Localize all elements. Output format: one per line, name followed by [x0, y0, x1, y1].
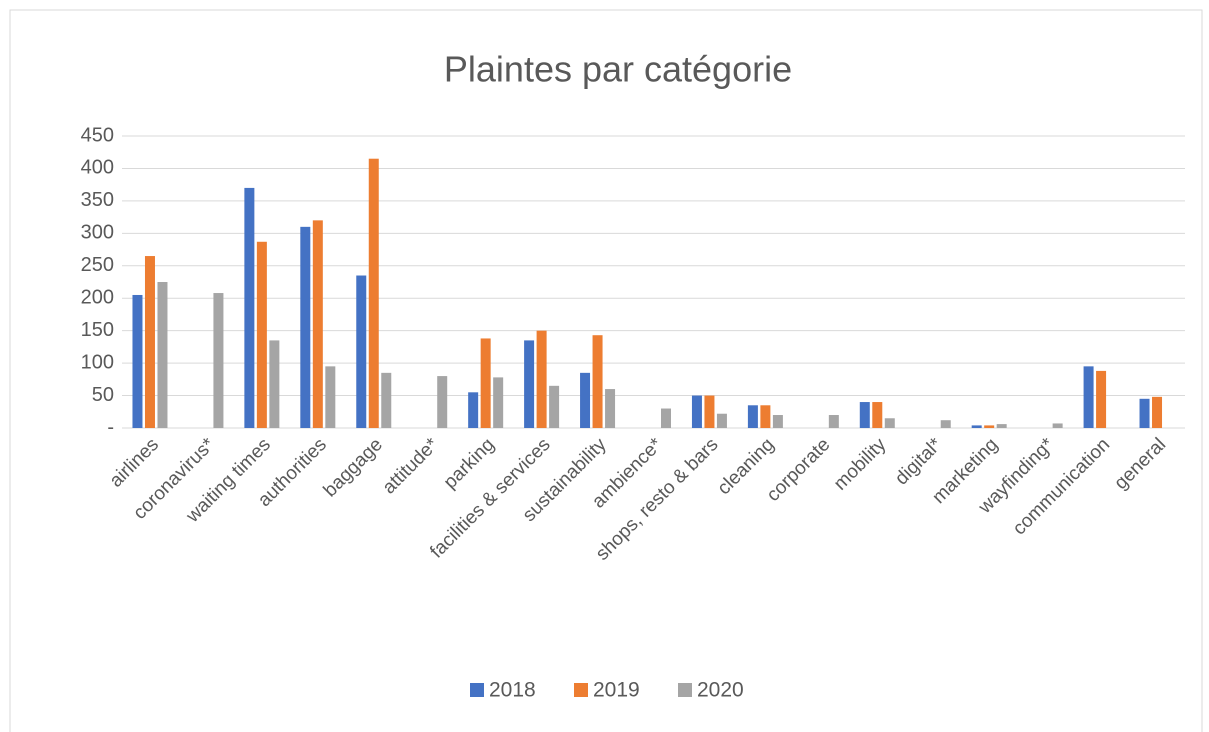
bar — [300, 226, 311, 428]
legend-label: 2018 — [489, 679, 536, 702]
bar — [691, 395, 702, 428]
bar — [244, 187, 255, 428]
y-tick-label: 450 — [81, 124, 114, 146]
bar — [1152, 396, 1163, 428]
y-tick-label: 350 — [81, 189, 114, 211]
bar — [356, 275, 367, 428]
x-tick-label: communication — [1009, 434, 1114, 539]
bar — [760, 405, 771, 428]
x-tick-label: digital* — [891, 434, 947, 490]
x-tick-label: attitude* — [379, 434, 444, 499]
bar — [592, 335, 603, 428]
bar — [772, 415, 783, 428]
bar — [480, 338, 491, 428]
bar — [1139, 398, 1150, 428]
chart-title: Plaintes par catégorie — [444, 49, 792, 90]
y-tick-label: 250 — [81, 254, 114, 276]
bar — [549, 385, 560, 428]
bar — [536, 330, 547, 428]
bar — [524, 340, 535, 428]
bar — [971, 425, 982, 428]
y-tick-label: 50 — [92, 384, 114, 406]
bar — [884, 418, 895, 428]
bar — [368, 158, 379, 428]
bar — [269, 340, 280, 428]
legend-swatch — [470, 683, 484, 697]
legend-swatch — [574, 683, 588, 697]
x-tick-label: baggage — [320, 434, 387, 501]
x-tick-label: general — [1110, 434, 1170, 494]
bar — [144, 256, 155, 428]
bar — [940, 420, 951, 428]
chart-frame — [9, 9, 1203, 732]
y-tick-label: 100 — [81, 351, 114, 373]
bar — [747, 405, 758, 428]
bar — [437, 376, 448, 428]
bar — [704, 395, 715, 428]
bar — [872, 402, 883, 428]
bar — [468, 392, 479, 428]
y-tick-label: - — [107, 416, 114, 438]
legend-label: 2019 — [593, 679, 640, 702]
bar — [1083, 366, 1094, 428]
bar — [325, 366, 336, 428]
bar — [312, 220, 323, 428]
bar — [828, 415, 839, 428]
y-tick-label: 150 — [81, 319, 114, 341]
bar — [132, 294, 143, 428]
bar — [996, 424, 1007, 428]
x-tick-label: mobility — [830, 434, 891, 495]
y-tick-label: 200 — [81, 287, 114, 309]
bar — [1052, 423, 1063, 428]
y-tick-label: 400 — [81, 157, 114, 179]
bar — [256, 241, 267, 428]
legend-swatch — [678, 683, 692, 697]
bar — [661, 408, 671, 428]
legend-label: 2020 — [697, 679, 744, 702]
bar — [213, 293, 224, 428]
y-tick-label: 300 — [81, 222, 114, 244]
bar — [859, 402, 870, 428]
bar — [381, 372, 392, 428]
bar — [605, 389, 616, 428]
bar — [580, 372, 591, 428]
bar — [493, 377, 504, 428]
bar — [716, 413, 727, 428]
bar — [984, 425, 995, 428]
bar — [157, 282, 168, 428]
bar — [1096, 370, 1107, 428]
